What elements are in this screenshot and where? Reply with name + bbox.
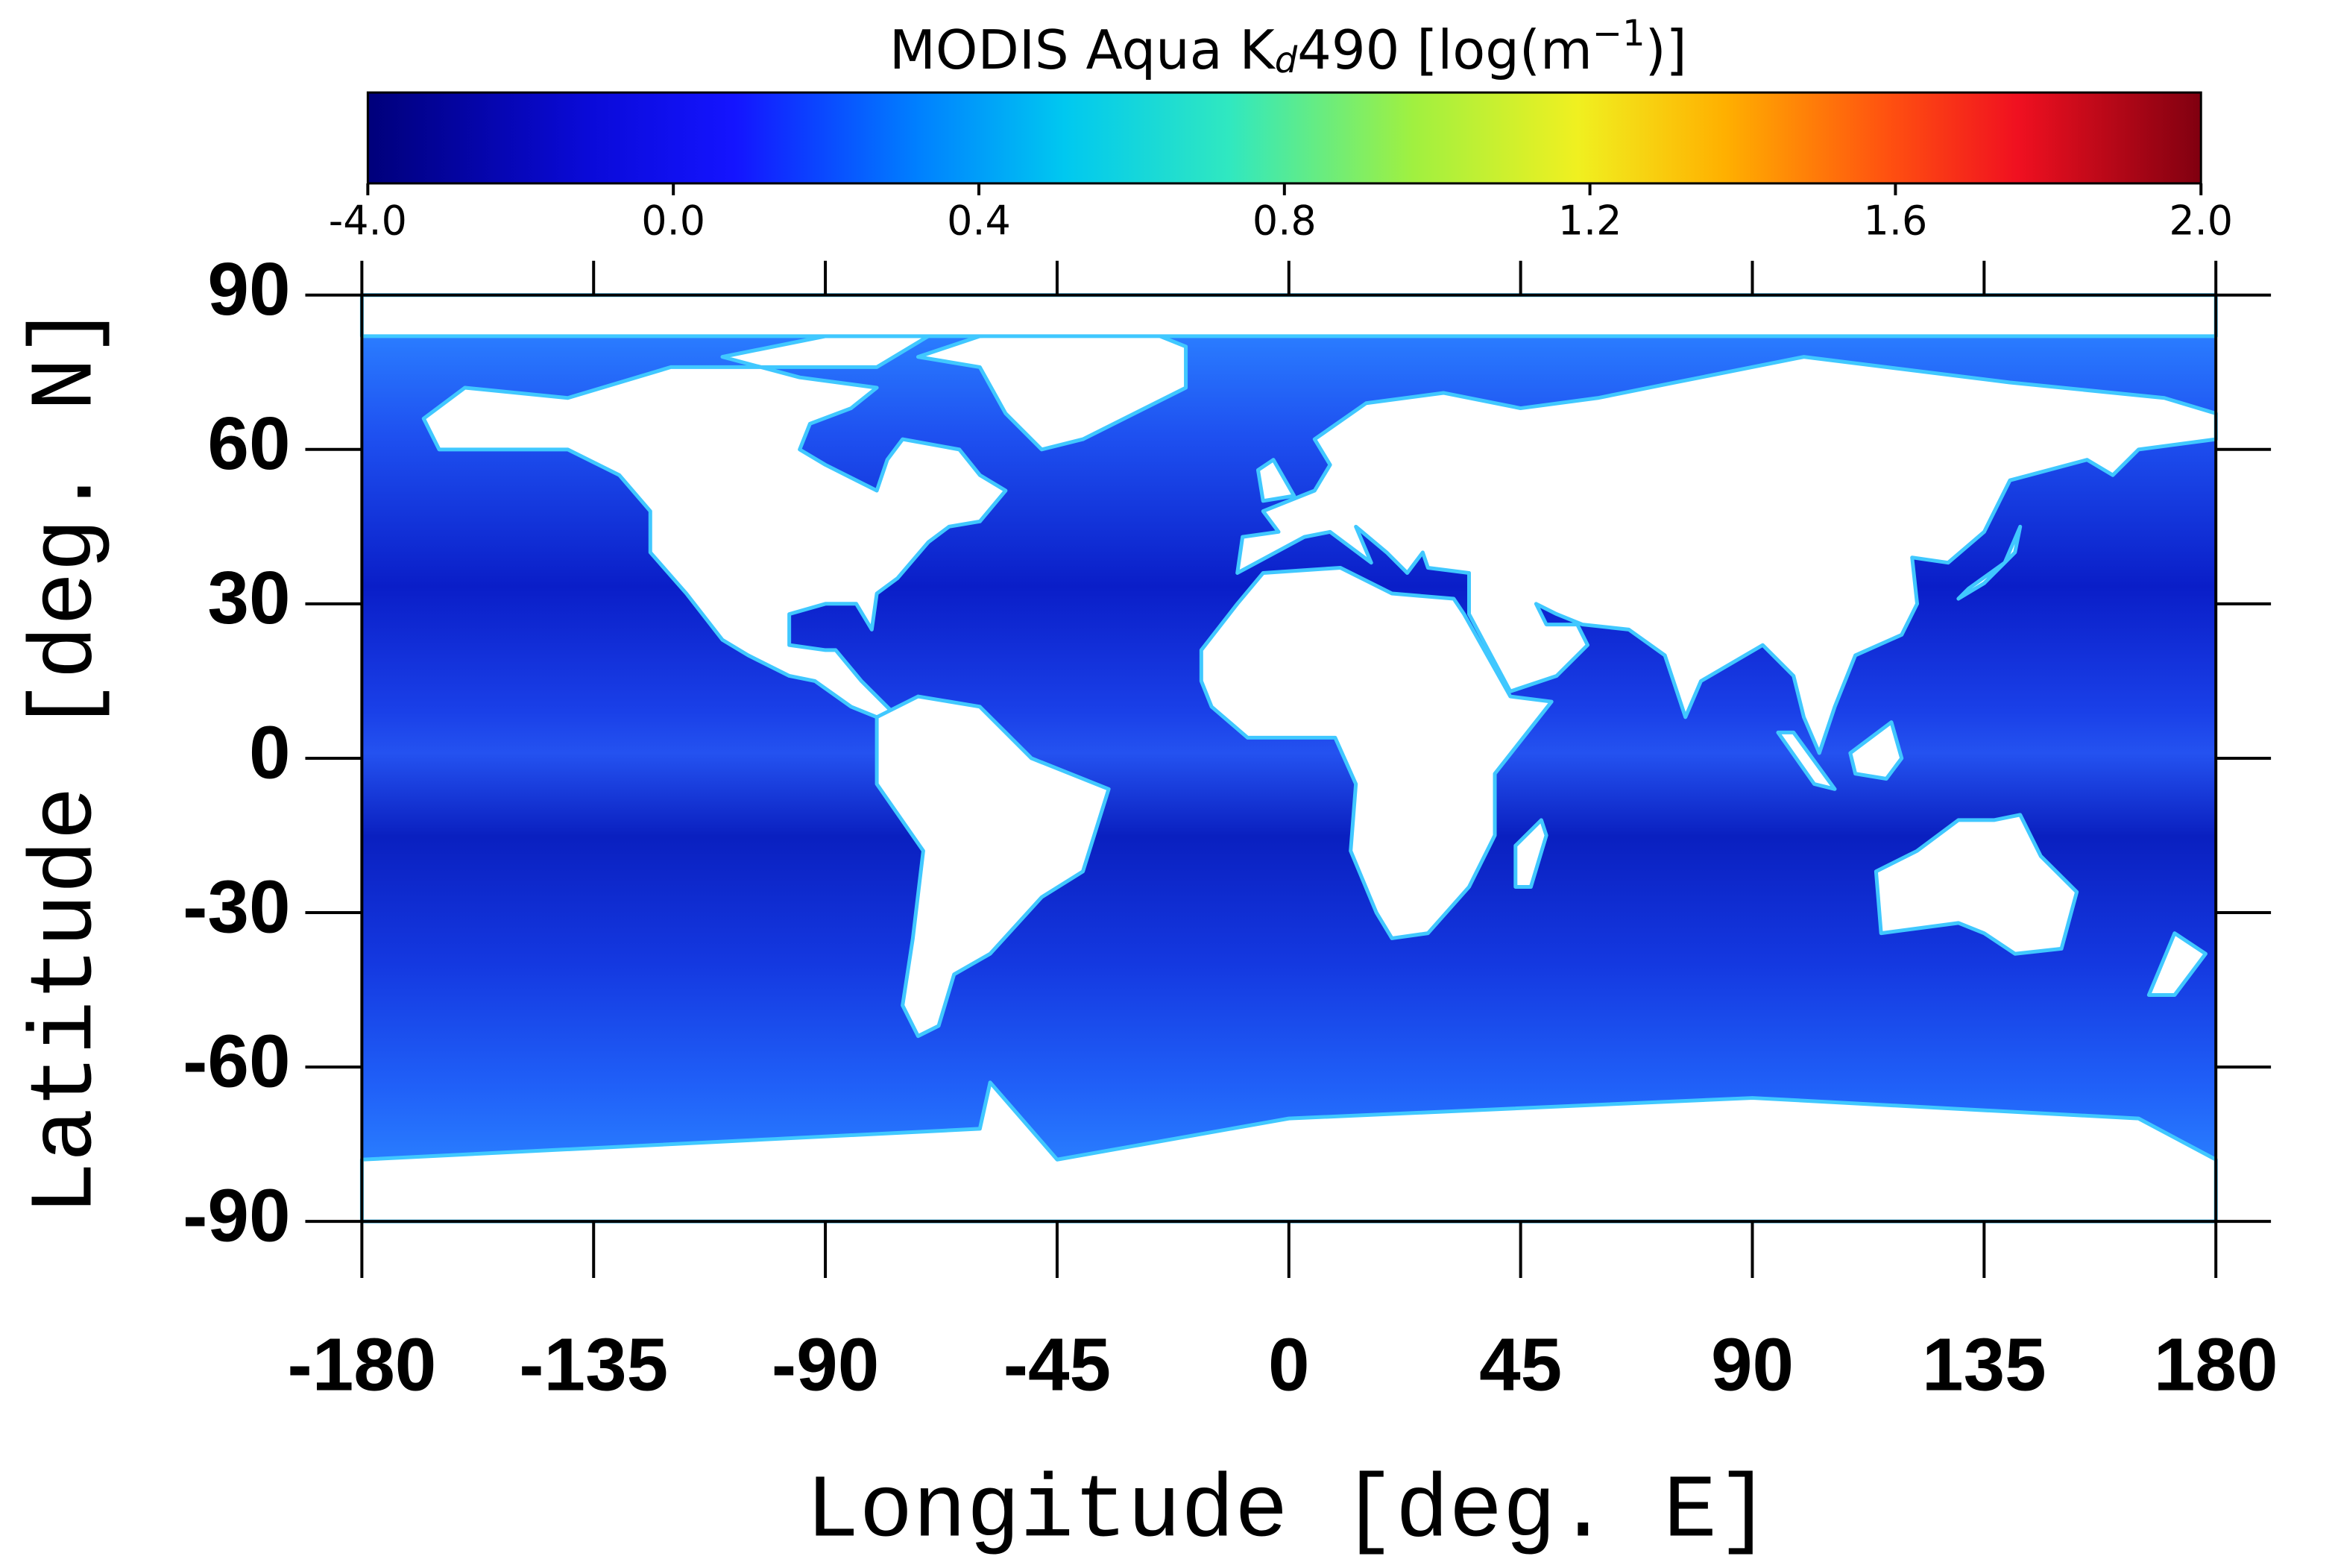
colorbar-title: MODIS Aqua Kd490 [log(m−1)] (889, 13, 1687, 81)
colorbar (366, 91, 2202, 185)
x-tick-label: -135 (519, 1323, 668, 1406)
landmass (1199, 565, 1554, 940)
colorbar-tick-label: 2.0 (2169, 198, 2233, 245)
landmass (421, 334, 1008, 720)
y-tick-label: 30 (207, 557, 290, 640)
landmass (1255, 458, 1296, 503)
landmass (1513, 818, 1548, 890)
x-tick-label: -45 (1003, 1323, 1111, 1406)
landmass (875, 694, 1111, 1039)
y-tick-label: 60 (207, 403, 290, 485)
x-tick-label: 0 (1268, 1323, 1310, 1406)
y-tick-label: 0 (249, 711, 291, 794)
landmass (1776, 730, 1837, 791)
colorbar-tick-label: 1.6 (1864, 198, 1928, 245)
x-tick-label: -90 (772, 1323, 879, 1406)
landmass (1956, 524, 2023, 601)
landmass (2146, 931, 2208, 998)
x-tick-label: 90 (1711, 1323, 1794, 1406)
landmass (359, 293, 2218, 339)
y-tick-label: -90 (183, 1175, 290, 1258)
x-tick-label: 135 (1922, 1323, 2046, 1406)
title-part: MODIS Aqua K (889, 19, 1276, 81)
y-axis-label: Latitude [deg. N] (16, 304, 118, 1215)
colorbar-tick-label: 0.4 (947, 198, 1011, 245)
colorbar-tick-label: 0.0 (641, 198, 705, 245)
y-tick-label: -60 (183, 1020, 290, 1103)
y-tick-label: 90 (207, 248, 290, 331)
title-subscript: d (1275, 40, 1298, 81)
x-tick-label: -180 (287, 1323, 436, 1406)
x-axis-label: Longitude [deg. E] (806, 1461, 1771, 1562)
colorbar-tick-label: 1.2 (1558, 198, 1622, 245)
colorbar-tick-label: -4.0 (329, 198, 407, 245)
map-layer (359, 293, 2218, 1224)
x-tick-label: 45 (1479, 1323, 1562, 1406)
colorbar-tick-label: 0.8 (1252, 198, 1317, 245)
landmass (1235, 355, 2218, 755)
landmass (1848, 720, 1904, 781)
title-part: )] (1645, 19, 1687, 81)
title-superscript: −1 (1592, 13, 1645, 54)
y-tick-label: -30 (183, 866, 290, 948)
x-tick-label: 180 (2154, 1323, 2278, 1406)
title-part: 490 [log(m (1297, 19, 1592, 81)
landmass (1874, 813, 2079, 956)
